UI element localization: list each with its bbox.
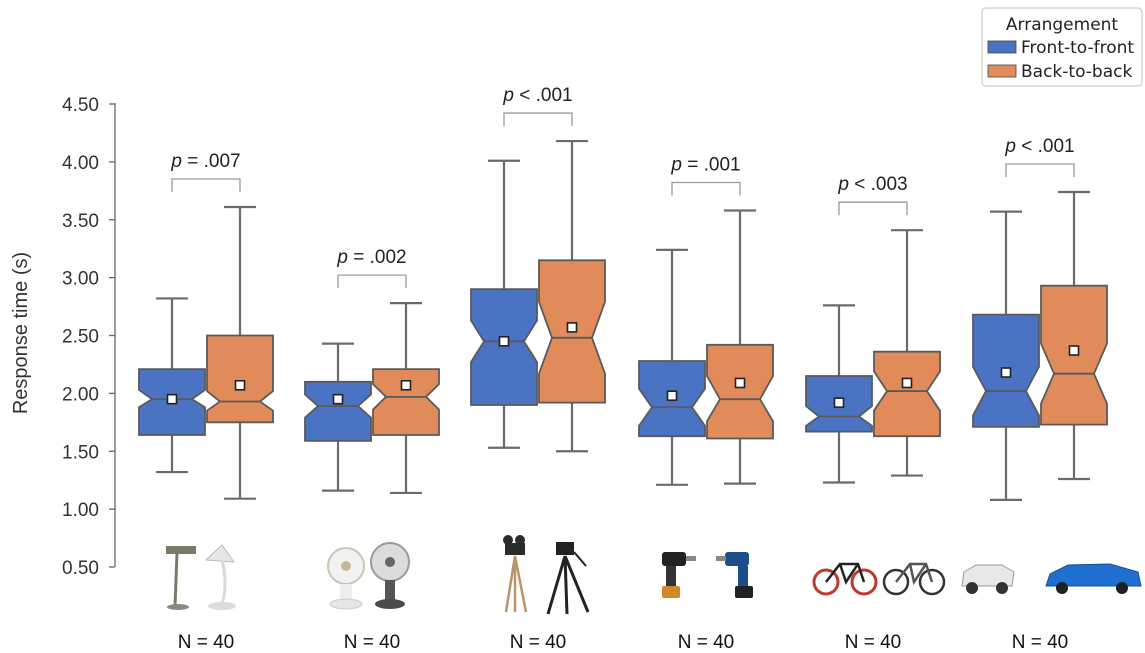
legend-frame	[981, 7, 1143, 87]
p-value-label: p = .002	[336, 247, 406, 268]
y-tick-label: 4.50	[62, 95, 99, 116]
p-value-label: p < .003	[837, 174, 907, 195]
mean-marker	[400, 379, 412, 391]
p-value-label: p < .001	[1004, 136, 1074, 157]
significance-bracket	[1005, 163, 1075, 177]
significance-bracket	[503, 112, 573, 127]
group-car: p < .001 N = 40	[972, 136, 1108, 653]
group-camera-tripod: p < .001 N = 40	[470, 85, 606, 653]
box-front-to-front	[304, 380, 372, 442]
legend-swatch-back-to-back	[987, 64, 1017, 78]
object-icons	[166, 535, 1142, 615]
n-label: N = 40	[510, 632, 567, 653]
mean-marker	[901, 377, 913, 389]
box-front-to-front	[470, 288, 538, 406]
group-power-drill: p = .001 N = 40	[638, 154, 774, 653]
box-back-to-back	[206, 334, 274, 424]
camera-tripod-icon	[503, 535, 590, 615]
mean-marker	[234, 379, 246, 391]
mean-marker	[332, 393, 344, 405]
n-label: N = 40	[178, 632, 235, 653]
power-drill-icon	[662, 552, 753, 598]
significance-bracket	[671, 181, 741, 196]
n-label: N = 40	[1012, 632, 1069, 653]
n-label: N = 40	[678, 632, 735, 653]
y-tick-label: 3.50	[62, 211, 99, 232]
plot-area: p = .007 N = 40 p = .002 N = 40 p < .001 N = …	[138, 85, 1108, 653]
mean-marker	[166, 393, 178, 405]
legend-label-back-to-back: Back-to-back	[1021, 62, 1132, 82]
y-tick-label: 3.00	[62, 269, 99, 290]
y-axis-label: Response time (s)	[10, 252, 32, 414]
legend-label-front-to-front: Front-to-front	[1021, 38, 1134, 58]
mean-marker	[566, 322, 578, 333]
y-tick-label: 1.50	[62, 442, 99, 463]
significance-bracket	[337, 274, 407, 289]
group-electric-fan: p = .002 N = 40	[304, 247, 440, 653]
car-icon	[961, 563, 1142, 594]
legend-title: Arrangement	[1006, 15, 1119, 35]
electric-fan-icon	[327, 542, 410, 610]
mean-marker	[1000, 367, 1012, 378]
group-desk-lamp: p = .007 N = 40	[138, 151, 274, 653]
bicycle-icon	[812, 562, 946, 596]
significance-bracket	[838, 201, 908, 216]
y-tick-label: 2.50	[62, 327, 99, 348]
group-bicycle: p < .003 N = 40	[805, 174, 941, 653]
legend[interactable]: Arrangement Front-to-front Back-to-back	[981, 7, 1143, 87]
mean-marker	[498, 335, 510, 347]
box-back-to-back	[372, 368, 440, 436]
y-tick-label: 1.00	[62, 500, 99, 521]
desk-lamp-icon	[166, 544, 236, 610]
y-tick-label: 2.00	[62, 384, 99, 405]
significance-bracket	[171, 178, 241, 193]
p-value-label: p = .001	[670, 154, 740, 175]
y-ticks: 0.50 1.00 1.50 2.00 2.50 3.00 3.50 4.00 4.50	[62, 95, 115, 579]
y-tick-label: 0.50	[62, 558, 99, 579]
mean-marker	[734, 377, 746, 389]
legend-swatch-front-to-front	[987, 40, 1017, 54]
mean-marker	[833, 397, 845, 408]
box-back-to-back	[873, 350, 941, 438]
mean-marker	[1068, 345, 1080, 356]
mean-marker	[666, 390, 678, 401]
p-value-label: p = .007	[170, 151, 240, 172]
box-back-to-back	[706, 343, 774, 440]
y-tick-label: 4.00	[62, 153, 99, 174]
n-label: N = 40	[845, 632, 902, 653]
n-label: N = 40	[344, 632, 401, 653]
p-value-label: p < .001	[502, 85, 572, 106]
